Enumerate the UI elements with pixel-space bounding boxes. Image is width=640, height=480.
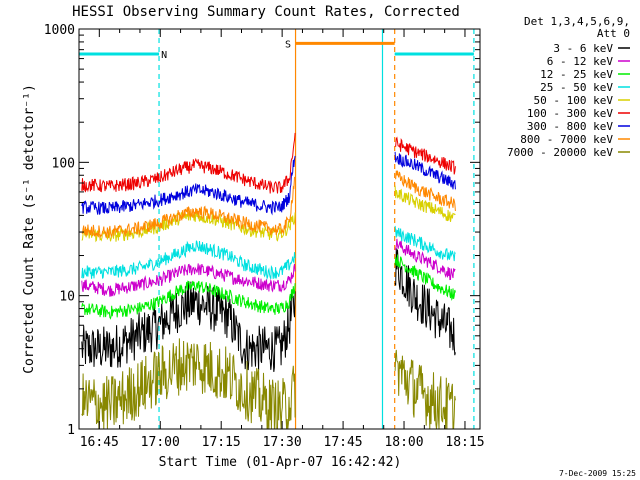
series-line — [81, 238, 456, 297]
legend-header-line2: Att 0 — [597, 27, 630, 40]
series-line — [81, 151, 456, 216]
series-line — [81, 170, 456, 239]
x-tick-label: 17:45 — [324, 435, 363, 450]
x-tick-label: 17:15 — [202, 435, 241, 450]
series-line — [81, 248, 456, 372]
y-axis-label: Corrected Count Rate (s⁻¹ detector⁻¹) — [22, 84, 37, 374]
date-stamp: 7-Dec-2009 15:25 — [559, 469, 636, 478]
series-line — [81, 338, 456, 430]
x-axis-label: Start Time (01-Apr-07 16:42:42) — [159, 455, 402, 470]
x-tick-label: 16:45 — [80, 435, 119, 450]
y-tick-label: 1000 — [44, 23, 75, 38]
legend-item-label: 50 - 100 keV — [534, 94, 614, 107]
y-tick-label: 1 — [67, 423, 75, 438]
x-tick-label: 17:30 — [263, 435, 302, 450]
legend-item-label: 100 - 300 keV — [527, 107, 613, 120]
series-line — [81, 132, 456, 194]
flag-label: N — [161, 50, 167, 61]
series-line — [81, 225, 456, 281]
x-tick-label: 18:15 — [445, 435, 484, 450]
y-tick-label: 100 — [52, 156, 75, 171]
x-tick-label: 17:00 — [141, 435, 180, 450]
series-line — [81, 254, 456, 320]
legend-item-label: 6 - 12 keV — [547, 55, 614, 68]
legend-item-label: 300 - 800 keV — [527, 120, 613, 133]
legend-item-label: 3 - 6 keV — [553, 42, 613, 55]
x-tick-label: 18:00 — [384, 435, 423, 450]
legend-item-label: 25 - 50 keV — [540, 81, 613, 94]
chart-title: HESSI Observing Summary Count Rates, Cor… — [72, 4, 460, 20]
legend-header-line1: Det 1,3,4,5,6,9, — [524, 15, 630, 28]
legend-item-label: 12 - 25 keV — [540, 68, 613, 81]
y-tick-label: 10 — [59, 290, 75, 305]
flag-label: S — [285, 39, 291, 50]
legend-item-label: 7000 - 20000 keV — [507, 146, 613, 159]
plot-frame — [78, 28, 481, 430]
legend-item-label: 800 - 7000 keV — [520, 133, 613, 146]
